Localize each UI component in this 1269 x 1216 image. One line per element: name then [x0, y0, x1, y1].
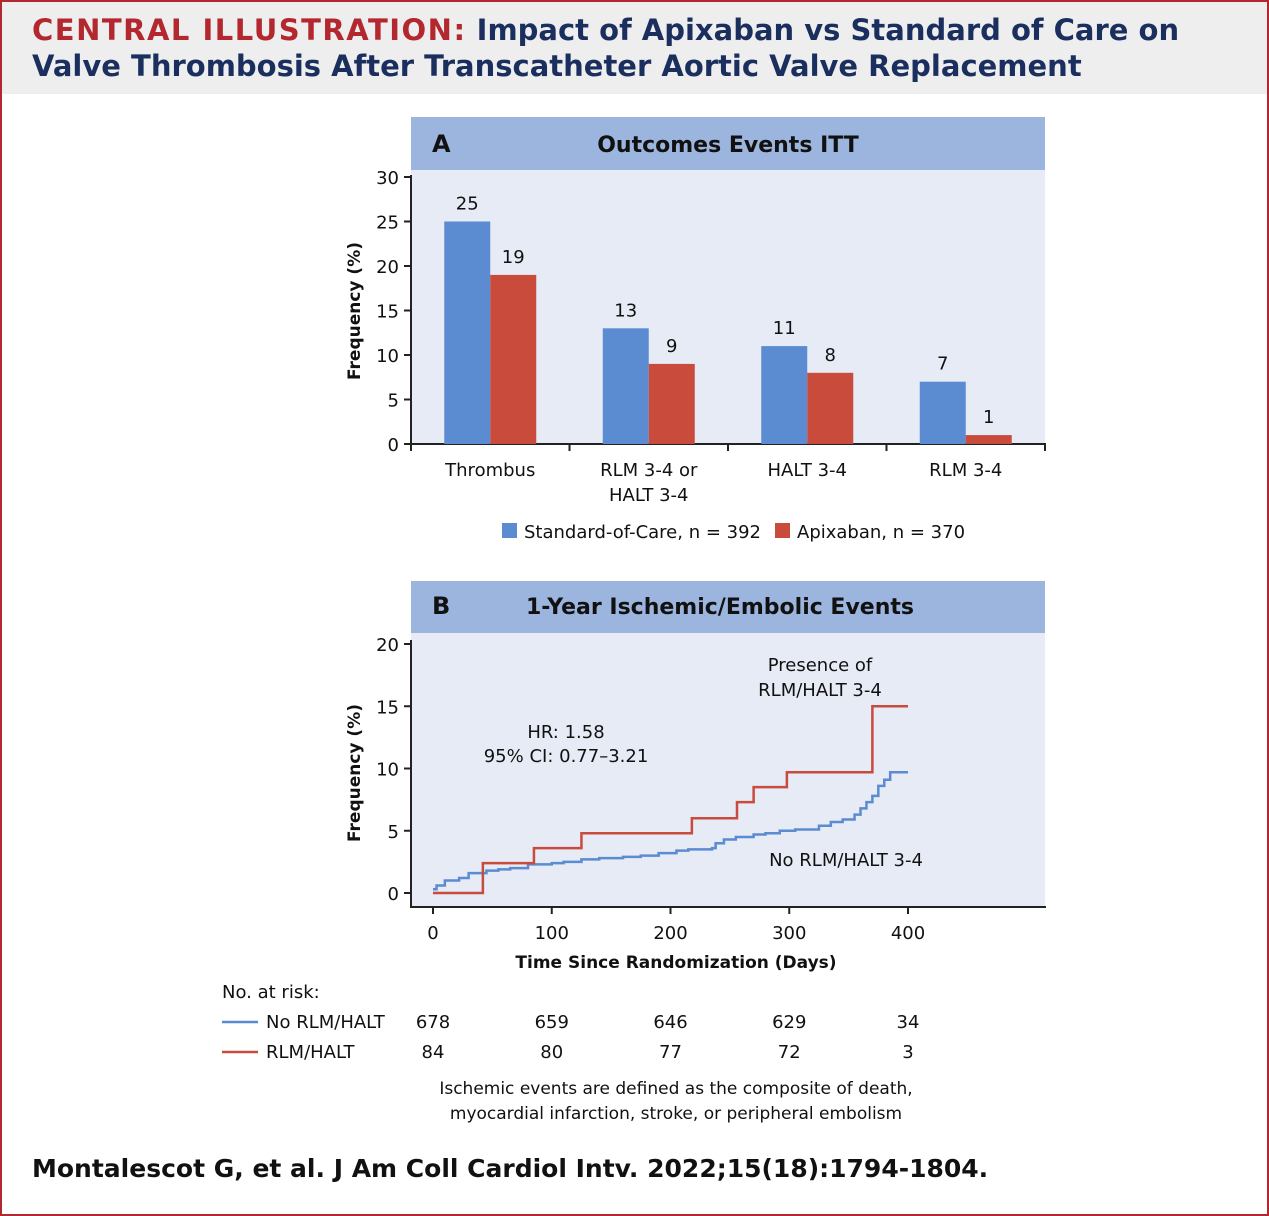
panel-b-ylabel: Frequency (%): [345, 704, 365, 842]
bar-value-label: 8: [825, 345, 836, 366]
panel-b: B 1-Year Ischemic/Embolic Events Frequen…: [222, 581, 1046, 1124]
category-label: Thrombus: [444, 460, 535, 481]
citation: Montalescot G, et al. J Am Coll Cardiol …: [32, 1154, 989, 1183]
bar-value-label: 1: [983, 407, 994, 428]
title-lead: CENTRAL ILLUSTRATION:: [32, 13, 467, 47]
bar: [490, 274, 537, 444]
panel-a-title: Outcomes Events ITT: [597, 133, 859, 158]
header-band: [2, 2, 1267, 94]
risk-value: 84: [422, 1042, 445, 1063]
risk-value: 659: [535, 1012, 569, 1033]
risk-value: 80: [540, 1042, 563, 1063]
panel-a-y-tick-label: 20: [376, 257, 399, 278]
presence-label-line2: RLM/HALT 3-4: [758, 680, 882, 701]
bar: [761, 346, 808, 444]
panel-a-ylabel: Frequency (%): [345, 242, 365, 380]
bar-value-label: 25: [456, 194, 479, 215]
risk-value: 678: [416, 1012, 450, 1033]
absence-label: No RLM/HALT 3-4: [769, 850, 923, 871]
bar: [444, 221, 491, 444]
panel-a-letter: A: [432, 130, 451, 158]
panel-b-x-tick-label: 0: [427, 923, 438, 944]
legend-label-apixaban: Apixaban, n = 370: [797, 522, 965, 543]
panel-b-x-tick-label: 300: [772, 923, 806, 944]
bar-value-label: 13: [614, 300, 637, 321]
series-line: [433, 770, 908, 891]
panel-b-title: 1-Year Ischemic/Embolic Events: [526, 595, 914, 620]
title-text: Impact of Apixaban vs Standard of Care o…: [32, 13, 1180, 83]
footnote-line1: Ischemic events are defined as the compo…: [439, 1079, 912, 1099]
bar-value-label: 19: [502, 247, 525, 268]
bar-value-label: 9: [666, 336, 677, 357]
category-label: RLM 3-4: [929, 460, 1002, 481]
legend-swatch-standard: [502, 523, 517, 538]
hr-annotation: HR: 1.58: [527, 722, 604, 743]
panel-a: A Outcomes Events ITT Frequency (%) 0 5 10…: [345, 117, 1046, 543]
risk-value: 3: [902, 1042, 913, 1063]
panel-a-y-tick-label: 15: [376, 302, 399, 323]
panel-a-y-tick-label: 0: [388, 435, 399, 456]
panel-b-y-tick-label: 20: [376, 635, 399, 656]
bar: [965, 435, 1012, 444]
bar-value-label: 7: [937, 354, 948, 375]
bar: [602, 328, 649, 444]
risk-value: 77: [659, 1042, 682, 1063]
panel-a-y-tick-label: 30: [376, 168, 399, 189]
risk-value: 72: [778, 1042, 801, 1063]
category-label: HALT 3-4: [609, 485, 689, 506]
page-title: CENTRAL ILLUSTRATION: Impact of Apixaban…: [32, 12, 1247, 84]
risk-row-label: No RLM/HALT: [266, 1012, 386, 1033]
risk-value: 629: [772, 1012, 806, 1033]
panel-b-y-tick-label: 5: [388, 822, 399, 843]
bar: [648, 363, 695, 444]
risk-table-heading: No. at risk:: [222, 982, 320, 1003]
panel-b-letter: B: [432, 592, 450, 620]
panel-a-legend: Standard-of-Care, n = 392 Apixaban, n = …: [502, 522, 965, 543]
bar: [807, 372, 854, 444]
legend-label-standard: Standard-of-Care, n = 392: [524, 522, 761, 543]
panel-b-x-tick-label: 200: [653, 923, 687, 944]
panel-b-title-band: [411, 581, 1045, 633]
panel-b-x-tick-label: 100: [535, 923, 569, 944]
panel-b-x-tick-label: 400: [891, 923, 925, 944]
panel-b-y-tick-label: 10: [376, 760, 399, 781]
category-label: HALT 3-4: [767, 460, 847, 481]
category-label: RLM 3-4 or: [600, 460, 698, 481]
panel-b-plot-bg: [411, 633, 1045, 907]
footnote-line2: myocardial infarction, stroke, or periph…: [450, 1104, 902, 1124]
bar: [919, 381, 966, 444]
panel-a-title-band: [411, 117, 1045, 170]
panel-a-y-tick-label: 10: [376, 346, 399, 367]
risk-value: 34: [897, 1012, 920, 1033]
panel-b-y-tick-label: 15: [376, 697, 399, 718]
panel-a-y-tick-label: 5: [388, 391, 399, 412]
panel-a-y-tick-label: 25: [376, 213, 399, 234]
panel-b-xlabel: Time Since Randomization (Days): [515, 953, 836, 973]
series-line: [433, 705, 908, 895]
panel-b-y-tick-label: 0: [388, 884, 399, 905]
ci-annotation: 95% CI: 0.77–3.21: [484, 746, 649, 767]
risk-row-label: RLM/HALT: [266, 1042, 356, 1063]
risk-value: 646: [653, 1012, 687, 1033]
bar-value-label: 11: [773, 318, 796, 339]
legend-swatch-apixaban: [775, 523, 790, 538]
presence-label-line1: Presence of: [768, 655, 873, 676]
